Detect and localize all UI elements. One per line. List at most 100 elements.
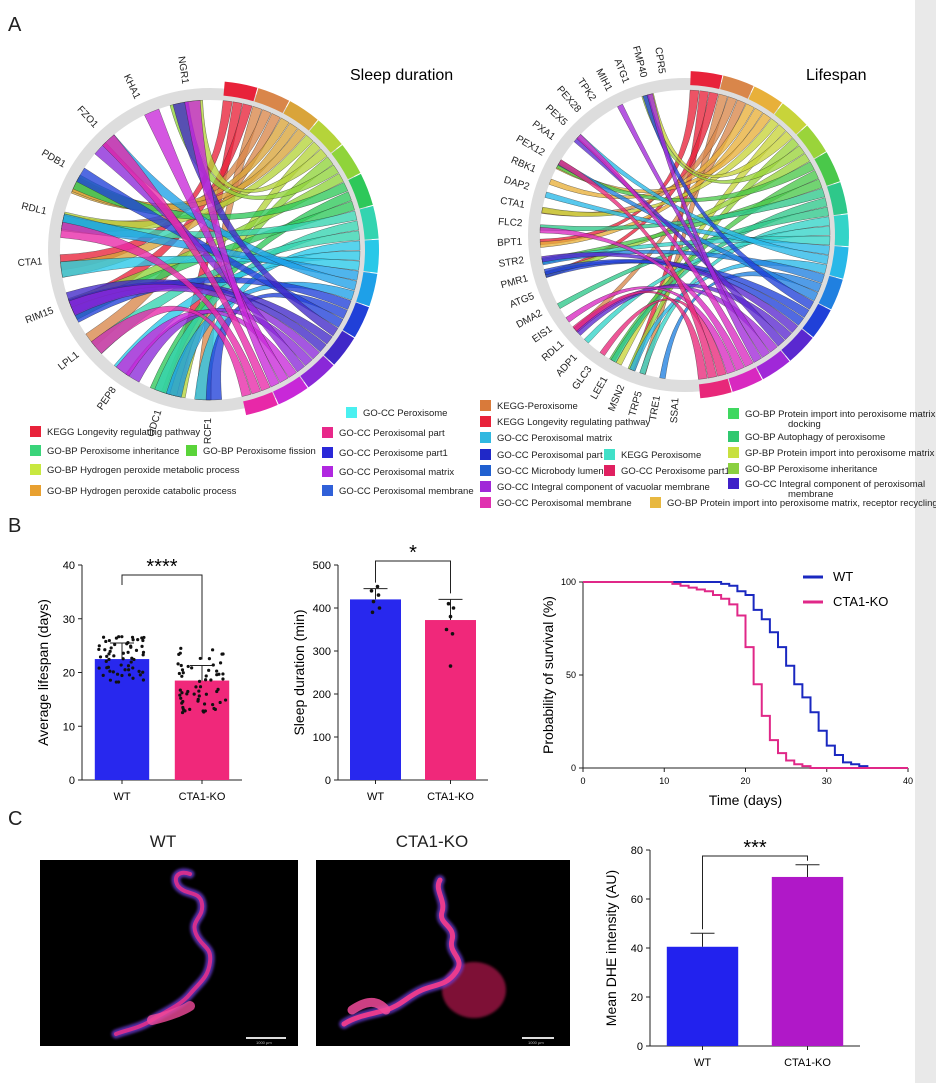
data-point — [188, 707, 192, 711]
chord-term-arc — [331, 144, 361, 180]
data-point — [141, 653, 145, 657]
chord-term-arc — [272, 376, 308, 405]
legend-item: GO-BP Peroxisome inheritance — [728, 463, 877, 476]
x-tick-label: 10 — [659, 776, 669, 786]
chord-ribbon — [599, 298, 727, 377]
legend-item: GO-BP Hydrogen peroxide catabolic proces… — [30, 485, 236, 498]
data-point — [107, 657, 111, 661]
chord-ribbon — [557, 206, 829, 309]
data-point — [101, 635, 106, 639]
chord-ribbon — [169, 101, 339, 200]
legend-swatch — [604, 449, 615, 460]
data-point — [108, 649, 112, 654]
chord-gene-label: PEP8 — [95, 385, 119, 413]
chord-term-arc — [756, 350, 790, 380]
legend-swatch — [728, 447, 739, 458]
x-tick-label: 40 — [903, 776, 913, 786]
x-tick-label: CTA1-KO — [427, 791, 474, 803]
chord-gene-label: RDL1 — [20, 201, 48, 218]
data-point — [103, 648, 107, 652]
chord-term-arc — [826, 182, 848, 216]
legend-swatch — [480, 465, 491, 476]
data-point — [105, 666, 109, 670]
legend-label: GO-CC Peroxisomal part — [339, 428, 445, 439]
chord-ribbon — [102, 134, 271, 392]
data-point — [121, 657, 125, 661]
y-tick-label: 60 — [631, 894, 643, 906]
data-point — [186, 689, 190, 694]
data-point — [115, 672, 120, 676]
data-point — [131, 666, 135, 670]
legend-swatch — [728, 431, 739, 442]
legend-label: GO-BP Peroxisome inheritance — [47, 446, 180, 457]
micro-ko-scale-label: 1000 µm — [528, 1040, 544, 1045]
x-tick-label: CTA1-KO — [784, 1057, 831, 1069]
data-point — [180, 710, 185, 715]
legend-item: GO-CC Peroxisome part1 — [322, 447, 448, 460]
legend-swatch — [186, 445, 197, 456]
data-point — [129, 644, 133, 648]
legend-label: GO-BP Protein import into peroxisome mat… — [745, 409, 936, 420]
x-tick-label: 0 — [580, 776, 585, 786]
chord-term-arc — [829, 246, 849, 279]
data-point — [203, 709, 207, 713]
data-point — [180, 668, 185, 672]
data-point — [176, 662, 180, 666]
legend-label: GO-CC Microbody lumen — [497, 466, 604, 477]
micro-ko-title: CTA1-KO — [395, 832, 469, 851]
y-tick-label: 20 — [63, 668, 75, 680]
data-point — [375, 584, 380, 589]
chord-ribbon — [642, 94, 815, 310]
x-tick-label: WT — [367, 791, 384, 803]
chord-ribbon — [646, 93, 762, 363]
chord-gene-label: NGR1 — [175, 56, 190, 86]
chord-gene-label: PEX12 — [514, 134, 547, 159]
legend-item: GO-CC Peroxisomal part — [480, 449, 603, 462]
legend-label: GO-CC Peroxisome part1 — [339, 448, 448, 459]
chord-gene-label: BPT1 — [497, 237, 523, 249]
chord-term-arc — [348, 173, 373, 209]
data-point — [221, 677, 225, 681]
data-point — [141, 670, 145, 674]
data-point — [371, 599, 376, 604]
data-point — [197, 694, 201, 698]
y-axis-label: Sleep duration (min) — [291, 609, 307, 735]
data-point — [204, 678, 208, 682]
micro-ko-image — [316, 860, 570, 1046]
chord-ribbon — [91, 306, 252, 397]
data-point — [132, 657, 136, 662]
data-point — [119, 663, 123, 667]
data-point — [141, 638, 145, 643]
data-point — [120, 635, 124, 639]
data-point — [97, 647, 101, 652]
data-point — [220, 652, 224, 656]
chord-ribbon — [165, 281, 355, 398]
chord-diagrams: RCF1ODC1PEP8LPL1RIM15CTA1RDL1PDB1FZO1KHA… — [17, 45, 866, 444]
legend-label: GO-CC Peroxisomal membrane — [497, 498, 632, 509]
x-axis-label: Time (days) — [709, 792, 782, 808]
chord-term-arc — [342, 302, 370, 338]
chord-term-arc — [309, 120, 342, 154]
legend-item: GO-CC Peroxisome part1 — [604, 465, 730, 478]
data-point — [218, 700, 222, 705]
data-point — [140, 644, 144, 648]
y-tick-label: 500 — [313, 560, 331, 572]
data-point — [192, 692, 196, 696]
data-point — [197, 689, 201, 693]
chord-ribbon — [576, 134, 754, 368]
legend-label: GO-BP Autophagy of peroxisome — [745, 432, 886, 443]
significance-label: *** — [743, 837, 767, 859]
legend-swatch — [604, 465, 615, 476]
data-point — [221, 672, 225, 676]
legend-label: GO-CC Peroxisomal matrix — [497, 433, 613, 444]
chord-gene-label: MIH1 — [593, 67, 614, 94]
data-point — [123, 668, 127, 672]
significance-label: * — [409, 545, 417, 564]
chord-gene-label: TRP5 — [627, 390, 645, 418]
y-tick-label: 400 — [313, 603, 331, 615]
x-tick-label: WT — [694, 1057, 711, 1069]
data-point — [210, 648, 215, 652]
data-point — [448, 614, 453, 619]
chord-lifespan: SSA1 TRE1TRP5MSN2LEE1GLC3ADP1RDL1EIS1DMA2… — [497, 45, 849, 424]
data-point — [125, 642, 129, 646]
